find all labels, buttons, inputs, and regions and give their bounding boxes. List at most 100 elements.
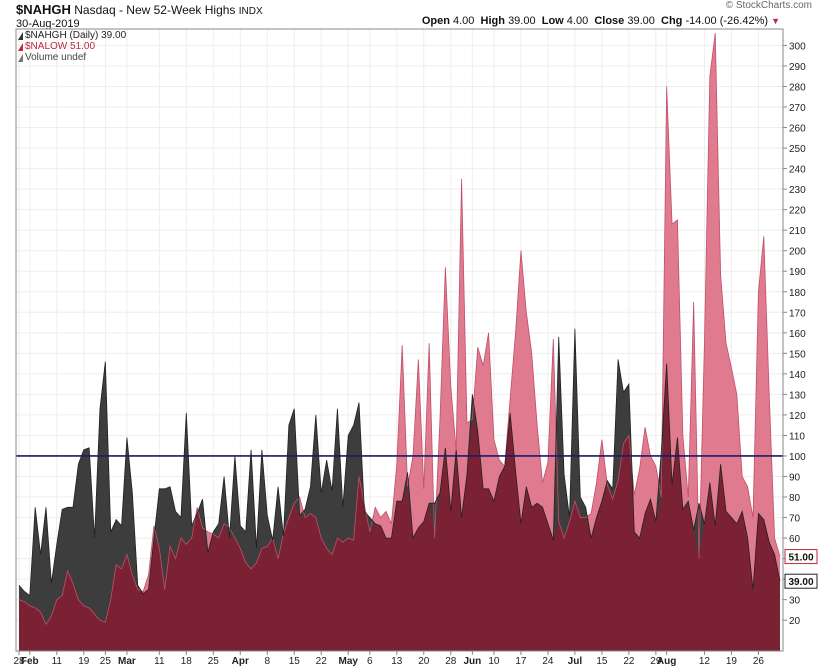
x-tick-label: 11 [52, 656, 63, 667]
ohlc-readout: Open 4.00 High 39.00 Low 4.00 Close 39.0… [422, 15, 780, 27]
open-value: 4.00 [453, 15, 475, 27]
y-tick-label: 90 [789, 473, 801, 484]
x-tick-label: Aug [657, 656, 676, 667]
y-tick-label: 210 [789, 226, 806, 237]
x-tick-label: 22 [623, 656, 635, 667]
y-tick-label: 290 [789, 62, 806, 73]
x-tick-label: 17 [515, 656, 527, 667]
legend-highs: $NAHGH (Daily) 39.00 [18, 30, 126, 41]
y-tick-label: 120 [789, 411, 806, 422]
x-tick-label: 15 [596, 656, 608, 667]
chg-value: -14.00 (-26.42%) [685, 15, 769, 27]
close-value: 39.00 [627, 15, 655, 27]
series-line-lows [18, 33, 781, 626]
y-tick-label: 130 [789, 390, 806, 401]
x-tick-label: 18 [181, 656, 193, 667]
x-tick-label: 26 [753, 656, 765, 667]
last-value-box [784, 573, 818, 589]
last-value-text: 39.00 [788, 577, 813, 588]
chart-legend: $NAHGH (Daily) 39.00 $NALOW 51.00 Volume… [18, 30, 126, 63]
y-tick-label: 150 [789, 349, 806, 360]
stockcharts-logo: © StockCharts.com [725, 0, 812, 11]
low-value: 4.00 [566, 15, 589, 27]
x-tick-label: 11 [154, 656, 165, 667]
x-tick-label: 28 [13, 656, 25, 667]
y-tick-label: 260 [789, 124, 806, 135]
last-value-lows: 51.00 [784, 549, 818, 565]
chg-label: Chg [661, 15, 683, 27]
chart-date: 30-Aug-2019 [16, 18, 80, 30]
x-tick-label: May [339, 656, 359, 667]
x-tick-label: 20 [418, 656, 430, 667]
legend-highs-label: $NAHGH (Daily) 39.00 [25, 30, 127, 41]
x-tick-label: Mar [118, 656, 136, 667]
x-tick-label: 19 [726, 656, 738, 667]
series-area-overlap [19, 363, 780, 651]
low-label: Low [541, 15, 564, 27]
y-tick-label: 200 [789, 247, 806, 258]
x-tick-label: 29 [650, 656, 662, 667]
y-tick-label: 240 [789, 165, 806, 176]
y-axis: 2030405060708090100110120130140150160170… [783, 41, 806, 627]
down-arrow-icon: ▼ [771, 16, 780, 26]
x-tick-label: Jun [463, 656, 481, 667]
y-tick-label: 250 [789, 144, 806, 155]
y-tick-label: 100 [789, 452, 806, 463]
x-tick-label: 28 [445, 656, 457, 667]
legend-volume: Volume undef [18, 52, 126, 63]
y-tick-label: 70 [789, 514, 801, 525]
x-tick-label: 12 [699, 656, 711, 667]
y-tick-label: 80 [789, 493, 801, 504]
area-swatch-icon [18, 31, 23, 40]
y-tick-label: 60 [789, 534, 801, 545]
x-tick-label: 10 [488, 656, 500, 667]
series-line-highs [18, 328, 781, 597]
x-tick-label: 19 [78, 656, 90, 667]
close-label: Close [594, 15, 625, 27]
x-tick-label: Apr [232, 656, 249, 667]
y-tick-label: 140 [789, 370, 806, 381]
y-tick-label: 190 [789, 267, 806, 278]
last-value-box [784, 549, 818, 565]
x-tick-label: 24 [542, 656, 554, 667]
y-tick-label: 270 [789, 103, 806, 114]
area-swatch-icon [18, 42, 23, 51]
y-tick-label: 160 [789, 329, 806, 340]
series-layer [18, 33, 781, 651]
high-label: High [480, 15, 505, 27]
x-tick-label: 13 [391, 656, 403, 667]
y-tick-label: 280 [789, 82, 806, 93]
chart-header: $NAHGH Nasdaq - New 52-Week Highs INDX 3… [16, 2, 263, 30]
high-value: 39.00 [508, 15, 536, 27]
x-tick-label: Jul [568, 656, 583, 667]
y-tick-label: 30 [789, 596, 801, 607]
y-tick-label: 220 [789, 206, 806, 217]
exchange: INDX [238, 6, 263, 17]
x-tick-label: 22 [316, 656, 328, 667]
x-tick-label: 25 [100, 656, 112, 667]
last-value-labels: 51.00 39.00 [784, 549, 818, 589]
y-tick-label: 230 [789, 185, 806, 196]
last-value-highs: 39.00 [784, 573, 818, 589]
x-tick-label: 15 [289, 656, 301, 667]
x-tick-label: Feb [21, 656, 39, 667]
y-tick-label: 110 [789, 431, 805, 442]
y-tick-label: 20 [789, 616, 801, 627]
x-tick-label: 6 [367, 656, 373, 667]
y-tick-label: 300 [789, 41, 806, 52]
plot-frame [15, 28, 784, 652]
x-tick-label: 8 [264, 656, 270, 667]
legend-lows: $NALOW 51.00 [18, 41, 126, 52]
volume-swatch-icon [18, 53, 23, 62]
y-tick-label: 180 [789, 288, 806, 299]
open-label: Open [421, 15, 450, 27]
legend-lows-label: $NALOW 51.00 [25, 41, 96, 52]
symbol: $NAHGH [16, 2, 71, 17]
x-tick-label: 25 [208, 656, 220, 667]
last-value-text: 51.00 [788, 553, 813, 564]
index-name: Nasdaq - New 52-Week Highs [74, 3, 236, 17]
legend-volume-label: Volume undef [25, 52, 87, 63]
y-tick-label: 170 [789, 308, 806, 319]
